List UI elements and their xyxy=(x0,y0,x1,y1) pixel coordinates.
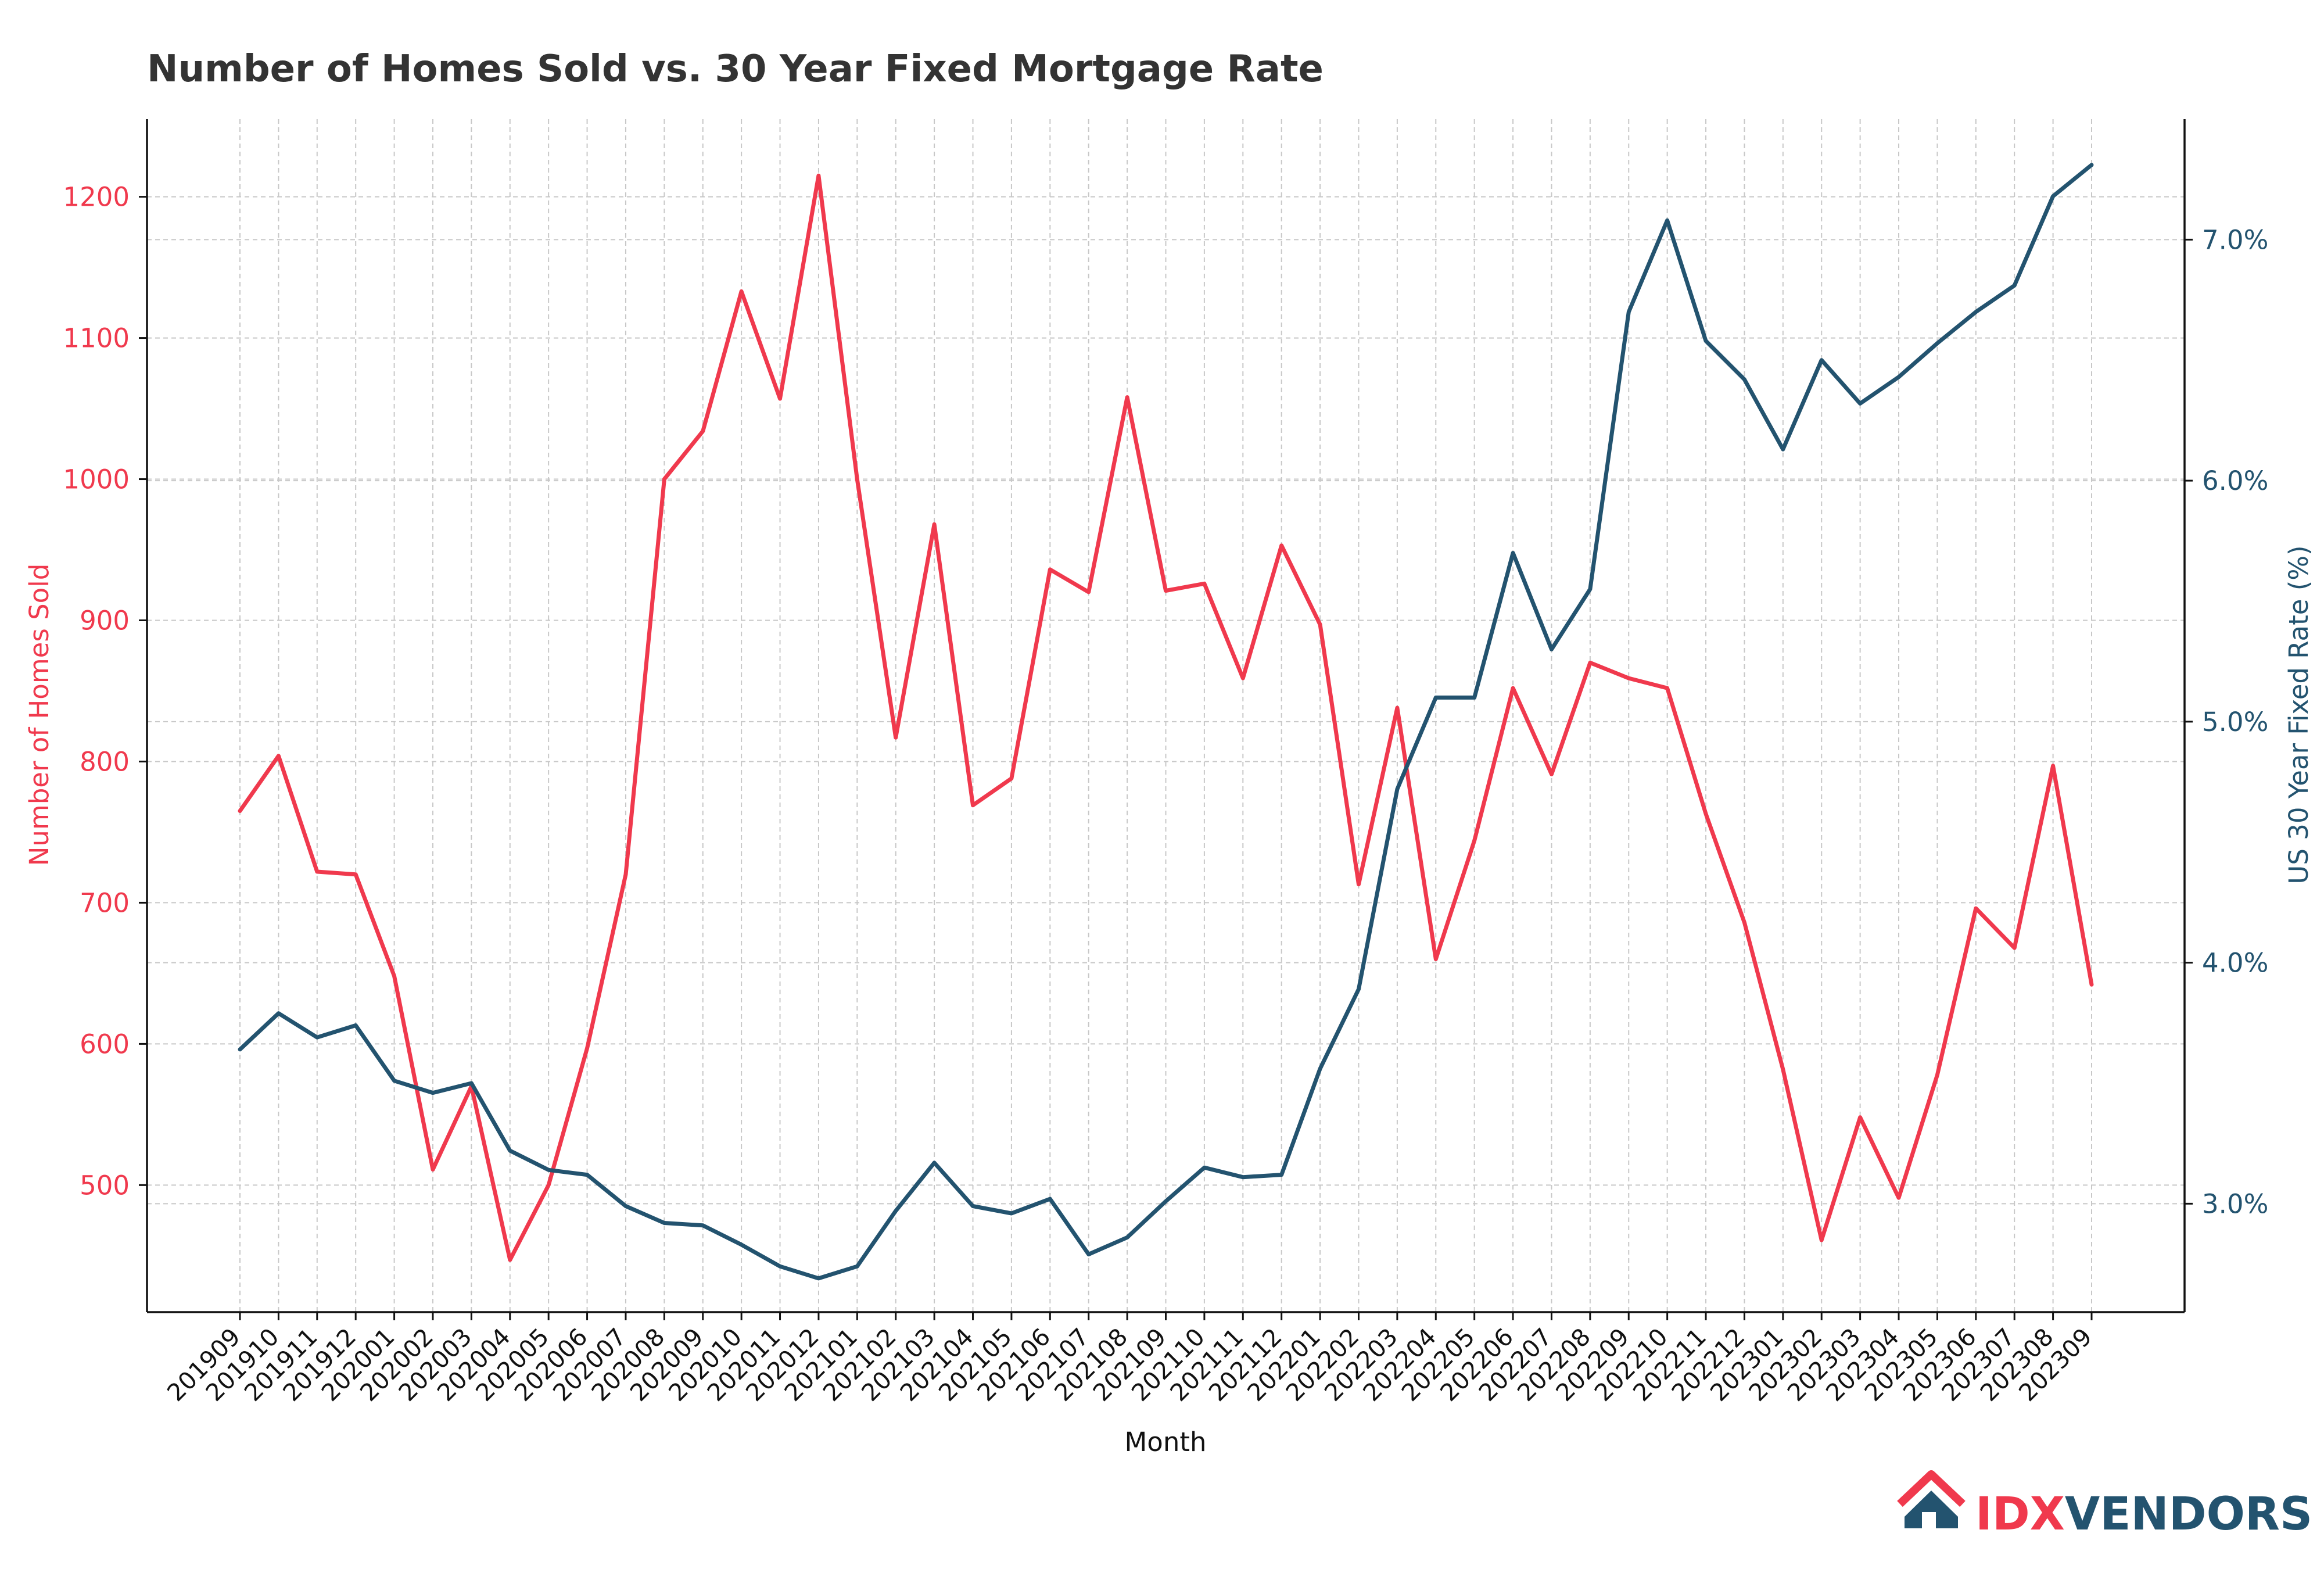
x-axis-label: Month xyxy=(1124,1427,1206,1457)
y-axis-label-left: Number of Homes Sold xyxy=(24,564,55,866)
y-tick-label-left: 1000 xyxy=(63,464,130,495)
y-tick-label-right: 3.0% xyxy=(2202,1188,2268,1219)
y-tick-label-left: 1200 xyxy=(63,182,130,213)
grid-layer xyxy=(147,119,2185,1312)
logo-wordmark: IDXVENDORS xyxy=(1975,1488,2312,1541)
chart-title: Number of Homes Sold vs. 30 Year Fixed M… xyxy=(147,48,1324,91)
y-tick-label-right: 6.0% xyxy=(2202,465,2268,496)
y-tick-label-left: 600 xyxy=(80,1029,130,1059)
y-tick-label-left: 500 xyxy=(80,1170,130,1201)
series-layer xyxy=(238,163,2094,1281)
y-tick-label-right: 5.0% xyxy=(2202,707,2268,737)
y-tick-label-left: 800 xyxy=(80,746,130,777)
brand-logo: IDXVENDORS xyxy=(1897,1470,2312,1541)
y-tick-label-right: 4.0% xyxy=(2202,948,2268,979)
y-tick-label-left: 900 xyxy=(80,606,130,636)
y-tick-label-left: 700 xyxy=(80,887,130,918)
y-axis-label-right: US 30 Year Fixed Rate (%) xyxy=(2283,545,2314,884)
y-tick-label-left: 1100 xyxy=(63,323,130,354)
y-tick-label-right: 7.0% xyxy=(2202,224,2268,255)
house-icon xyxy=(1897,1470,1966,1528)
